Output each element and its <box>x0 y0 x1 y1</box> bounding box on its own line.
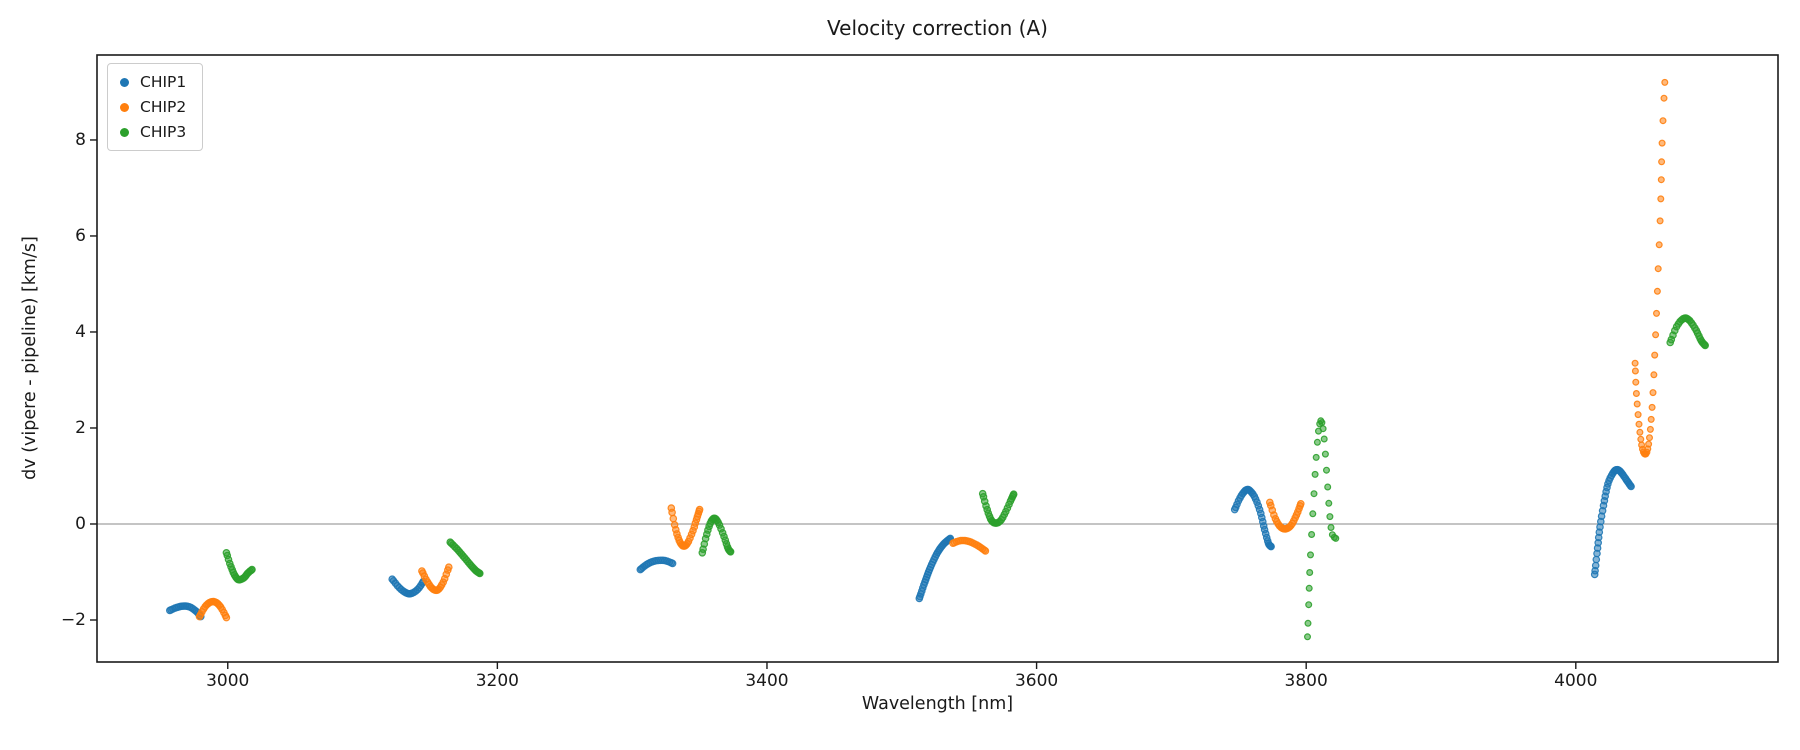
data-point-chip3 <box>1306 568 1314 576</box>
data-point-chip3 <box>1009 490 1018 499</box>
data-point-chip3 <box>1306 551 1314 559</box>
data-point-chip3 <box>1303 633 1311 641</box>
y-tick-label: 4 <box>75 321 86 342</box>
data-point-chip3 <box>1319 425 1327 433</box>
data-point-chip3 <box>1312 453 1320 461</box>
data-point-chip2 <box>981 547 990 555</box>
x-tick-label: 4000 <box>1554 671 1598 691</box>
data-point-chip3 <box>1310 490 1318 498</box>
data-point-chip3 <box>1305 601 1313 609</box>
data-point-chip2 <box>1652 309 1660 317</box>
axes-spines <box>96 54 1779 663</box>
legend-label: CHIP3 <box>140 123 187 141</box>
data-point-chip2 <box>1637 435 1645 443</box>
data-point-chip2 <box>1653 287 1661 295</box>
data-point-chip2 <box>1646 425 1654 433</box>
data-point-chip2 <box>1645 434 1653 442</box>
data-point-chip2 <box>1634 411 1642 419</box>
data-point-chip2 <box>1657 176 1665 184</box>
data-point-chip2 <box>1657 195 1665 203</box>
data-point-chip2 <box>1655 241 1663 249</box>
y-axis-label: dv (vipere - pipeline) [km/s] <box>20 236 40 480</box>
data-point-chip3 <box>1318 419 1326 427</box>
data-point-chip2 <box>1648 403 1656 411</box>
data-point-chip2 <box>1658 158 1666 166</box>
data-point-chip2 <box>669 514 678 523</box>
data-point-chip2 <box>222 613 231 622</box>
data-point-chip2 <box>1659 117 1667 125</box>
data-point-chip2 <box>1645 440 1653 448</box>
data-point-chip3 <box>1311 470 1319 478</box>
data-point-chip2 <box>1658 139 1666 147</box>
data-point-chip3 <box>1320 435 1328 443</box>
chart-title: Velocity correction (A) <box>827 16 1048 40</box>
data-point-chip3 <box>475 569 484 578</box>
y-tick-label: 6 <box>75 225 86 246</box>
data-point-chip2 <box>444 563 453 572</box>
data-point-chip2 <box>1632 378 1640 386</box>
data-point-chip2 <box>1649 389 1657 397</box>
data-point-chip2 <box>1661 78 1669 86</box>
legend: CHIP1 CHIP2 CHIP3 <box>107 63 204 151</box>
data-point-chip3 <box>1313 438 1321 446</box>
legend-label: CHIP1 <box>140 73 187 91</box>
data-point-chip2 <box>1650 371 1658 379</box>
data-point-chip1 <box>1592 555 1601 564</box>
data-point-chip2 <box>1651 351 1659 359</box>
data-point-chip3 <box>726 547 735 556</box>
data-point-chip2 <box>668 508 676 517</box>
data-point-chip2 <box>1297 499 1305 508</box>
data-point-chip1 <box>1267 542 1275 551</box>
data-point-chip3 <box>1701 341 1710 350</box>
data-point-chip2 <box>1647 415 1655 423</box>
data-point-chip3 <box>1332 534 1340 542</box>
x-tick-label: 3000 <box>206 671 250 691</box>
x-tick-label: 3400 <box>745 671 789 691</box>
data-point-chip2 <box>1660 94 1668 102</box>
data-point-chip3 <box>1308 530 1316 538</box>
legend-item-chip2: CHIP2 <box>120 98 186 116</box>
data-point-chip2 <box>1635 420 1643 428</box>
legend-marker-icon <box>120 102 129 112</box>
legend-marker-icon <box>120 127 129 137</box>
legend-item-chip3: CHIP3 <box>120 123 186 141</box>
data-point-chip2 <box>1632 390 1640 398</box>
data-point-chip1 <box>1627 482 1635 491</box>
data-point-chip2 <box>1654 265 1662 273</box>
data-point-chip3 <box>1305 584 1313 592</box>
data-point-chip3 <box>1325 499 1333 507</box>
x-tick-label: 3200 <box>475 671 519 691</box>
y-tick-label: 2 <box>75 417 86 438</box>
legend-item-chip1: CHIP1 <box>120 73 186 91</box>
data-point-chip3 <box>1322 466 1330 474</box>
data-point-chip1 <box>1591 561 1600 570</box>
data-point-chip2 <box>695 505 704 514</box>
data-point-chip3 <box>248 565 256 574</box>
data-point-chip3 <box>1321 450 1329 458</box>
data-point-chip2 <box>1631 367 1639 375</box>
x-axis-label: Wavelength [nm] <box>861 694 1014 714</box>
data-point-chip2 <box>1631 359 1639 367</box>
x-tick-label: 3800 <box>1284 671 1328 691</box>
legend-marker-icon <box>120 77 129 87</box>
data-point-chip3 <box>1304 619 1312 627</box>
data-point-chip2 <box>1652 331 1660 339</box>
legend-label: CHIP2 <box>140 98 187 116</box>
y-tick-label: 0 <box>75 513 86 534</box>
data-point-chip2 <box>1636 428 1644 436</box>
data-point-chip2 <box>1656 217 1664 225</box>
y-tick-label: −2 <box>60 609 86 630</box>
x-tick-label: 3600 <box>1014 671 1059 691</box>
data-point-chip1 <box>668 559 677 568</box>
data-point-chip2 <box>1633 400 1641 408</box>
data-point-chip3 <box>1324 483 1332 491</box>
data-point-chip3 <box>1327 523 1335 531</box>
y-tick-label: 8 <box>75 129 86 150</box>
data-point-chip3 <box>1326 513 1334 521</box>
data-point-chip3 <box>1309 510 1317 518</box>
